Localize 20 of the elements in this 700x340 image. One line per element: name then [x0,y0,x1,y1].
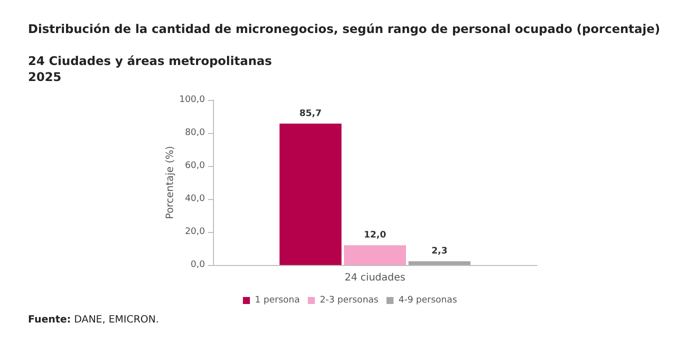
legend-label: 4-9 personas [398,296,458,306]
data-label: 12,0 [364,230,386,241]
chart-title: Distribución de la cantidad de micronegocios, según rango de personal ocupado (porcentaje) [28,22,660,36]
bar [280,124,342,265]
y-tick-label: 0,0 [190,260,206,270]
y-tick-label: 80,0 [184,128,206,138]
source-note: Fuente: DANE, EMICRON. [28,314,159,326]
y-tick-label: 20,0 [184,227,206,237]
chart-subtitle: 24 Ciudades y áreas metropolitanas 2025 [28,54,272,84]
y-axis-title: Porcentaje (%) [164,146,176,220]
legend-label: 1 persona [254,296,300,306]
y-tick-label: 60,0 [184,161,206,171]
data-label: 2,3 [432,246,448,257]
legend-label: 2-3 personas [320,296,379,306]
y-tick-label: 40,0 [184,194,206,204]
y-tick-label: 100,0 [179,95,206,105]
data-label: 85,7 [299,109,322,120]
bar [408,261,470,265]
x-tick-label: 24 ciudades [344,272,406,284]
bar [344,245,406,265]
